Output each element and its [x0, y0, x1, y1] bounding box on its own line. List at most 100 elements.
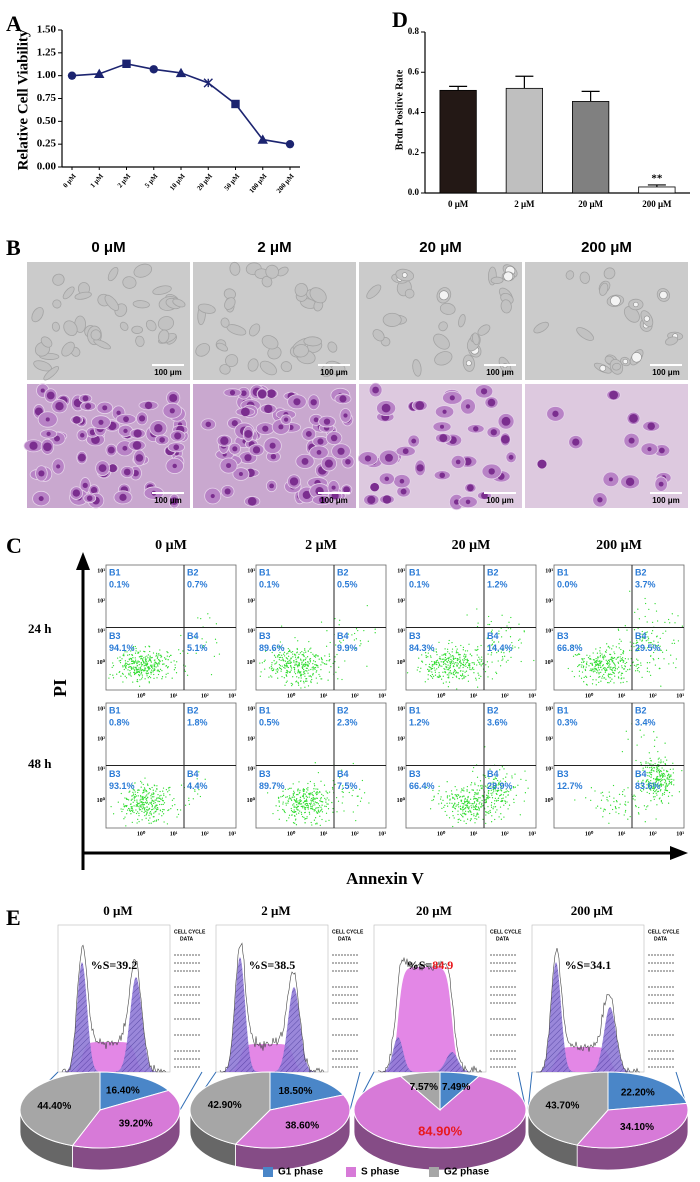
y-tick-label: 10²: [545, 737, 553, 743]
x-tick-label: 10¹: [320, 693, 328, 699]
quadrant-name: B1: [109, 567, 121, 577]
cell: [132, 300, 150, 309]
nucleus: [224, 488, 231, 495]
pie-slice: [576, 1102, 689, 1149]
nucleus: [301, 457, 309, 465]
x-tick-label: 10²: [649, 693, 657, 699]
pie-slice: [399, 1071, 441, 1112]
y-tick-label: 10¹: [545, 629, 553, 635]
cell: [603, 267, 616, 280]
quadrant-name: B3: [259, 769, 271, 779]
round-cell: [631, 352, 642, 363]
histogram-g2: [62, 977, 166, 1072]
scale-bar-label: 100 μm: [320, 368, 348, 377]
cell: [665, 336, 679, 346]
cell: [51, 321, 60, 332]
column-title: 200 μM: [571, 903, 613, 918]
y-tick-label: 0.75: [37, 92, 57, 104]
s-phase-label: %S=38.5: [249, 958, 296, 972]
cell: [490, 276, 504, 284]
quadrant-value: 1.2%: [487, 579, 508, 589]
nucleus: [400, 488, 407, 495]
stats-header: CELL CYCLE: [490, 929, 522, 935]
x-tick-label: 10³: [528, 693, 536, 699]
scale-bar-label: 100 μm: [486, 368, 514, 377]
quadrant-name: B1: [259, 567, 271, 577]
event-dots: [266, 762, 370, 827]
y-axis-label: PI: [50, 679, 70, 697]
histogram-outline: [536, 948, 640, 1073]
marker: [175, 67, 187, 78]
y-tick-label: 10⁰: [247, 797, 256, 804]
y-tick-label: 10¹: [545, 767, 553, 773]
pie-label: 34.10%: [620, 1122, 654, 1133]
pie-slice: [607, 1071, 688, 1111]
row-label: 48 h: [28, 756, 52, 771]
quadrant-name: B1: [109, 705, 121, 715]
cell: [224, 297, 236, 310]
nucleus: [210, 493, 215, 499]
nucleus: [305, 431, 312, 437]
quadrant-value: 0.5%: [259, 717, 280, 727]
pie-label: 84.90%: [418, 1123, 463, 1138]
error-bar: [449, 85, 468, 91]
cell: [293, 344, 309, 358]
nucleus: [138, 415, 146, 422]
nucleus: [293, 398, 301, 406]
pie-label: 43.70%: [546, 1100, 580, 1111]
x-tick-label: 10¹: [470, 693, 478, 699]
quadrant-value: 3.6%: [487, 717, 508, 727]
y-tick-label: 10³: [397, 707, 405, 713]
nucleus: [220, 436, 229, 445]
y-tick-label: 1.50: [37, 24, 57, 36]
nucleus: [116, 410, 121, 415]
nucleus: [46, 391, 55, 400]
cell: [280, 361, 293, 373]
nucleus: [72, 489, 81, 497]
cell: [248, 323, 261, 337]
column-title: 20 μM: [416, 903, 452, 918]
legend-label: G1 phase: [278, 1167, 323, 1178]
nucleus: [34, 407, 43, 416]
round-cell: [599, 364, 607, 372]
nucleus: [244, 429, 253, 438]
x-axis-label: Annexin V: [346, 869, 424, 888]
cell: [247, 358, 259, 372]
nucleus: [609, 390, 619, 400]
s-value: 84.9: [432, 958, 453, 972]
x-tick-label: 10¹: [618, 693, 626, 699]
event-dots: [425, 746, 529, 828]
nucleus: [40, 388, 45, 393]
quadrant-name: B2: [187, 705, 199, 715]
y-tick-label: 1.25: [37, 46, 57, 58]
round-cell: [633, 301, 639, 308]
nucleus: [439, 434, 448, 443]
stats-header: DATA: [338, 936, 352, 942]
legend-label: G2 phase: [444, 1167, 489, 1178]
y-tick-label: 10⁰: [97, 797, 106, 804]
nucleus: [46, 431, 51, 437]
nucleus: [172, 463, 177, 469]
nucleus: [399, 478, 405, 484]
cell: [74, 291, 92, 300]
nucleus: [345, 458, 351, 465]
histogram-g1: [62, 962, 166, 1072]
s-phase-label: %S=39.2: [91, 958, 138, 972]
histogram-outline: [61, 944, 167, 1073]
nucleus: [82, 395, 89, 402]
y-tick-label: 1.00: [37, 69, 57, 81]
column-title: 0 μM: [103, 903, 132, 918]
pie-slice: [234, 1094, 351, 1149]
nucleus: [449, 395, 455, 401]
nucleus: [453, 499, 460, 505]
nucleus: [364, 455, 372, 462]
y-tick-label: 10³: [97, 707, 105, 713]
histogram-g2: [536, 1007, 640, 1072]
quadrant-value: 12.7%: [557, 781, 583, 791]
round-cell: [643, 315, 650, 322]
cell: [62, 286, 75, 300]
nucleus: [135, 454, 144, 462]
nucleus: [269, 442, 276, 449]
quadrant-value: 9.9%: [337, 643, 358, 653]
